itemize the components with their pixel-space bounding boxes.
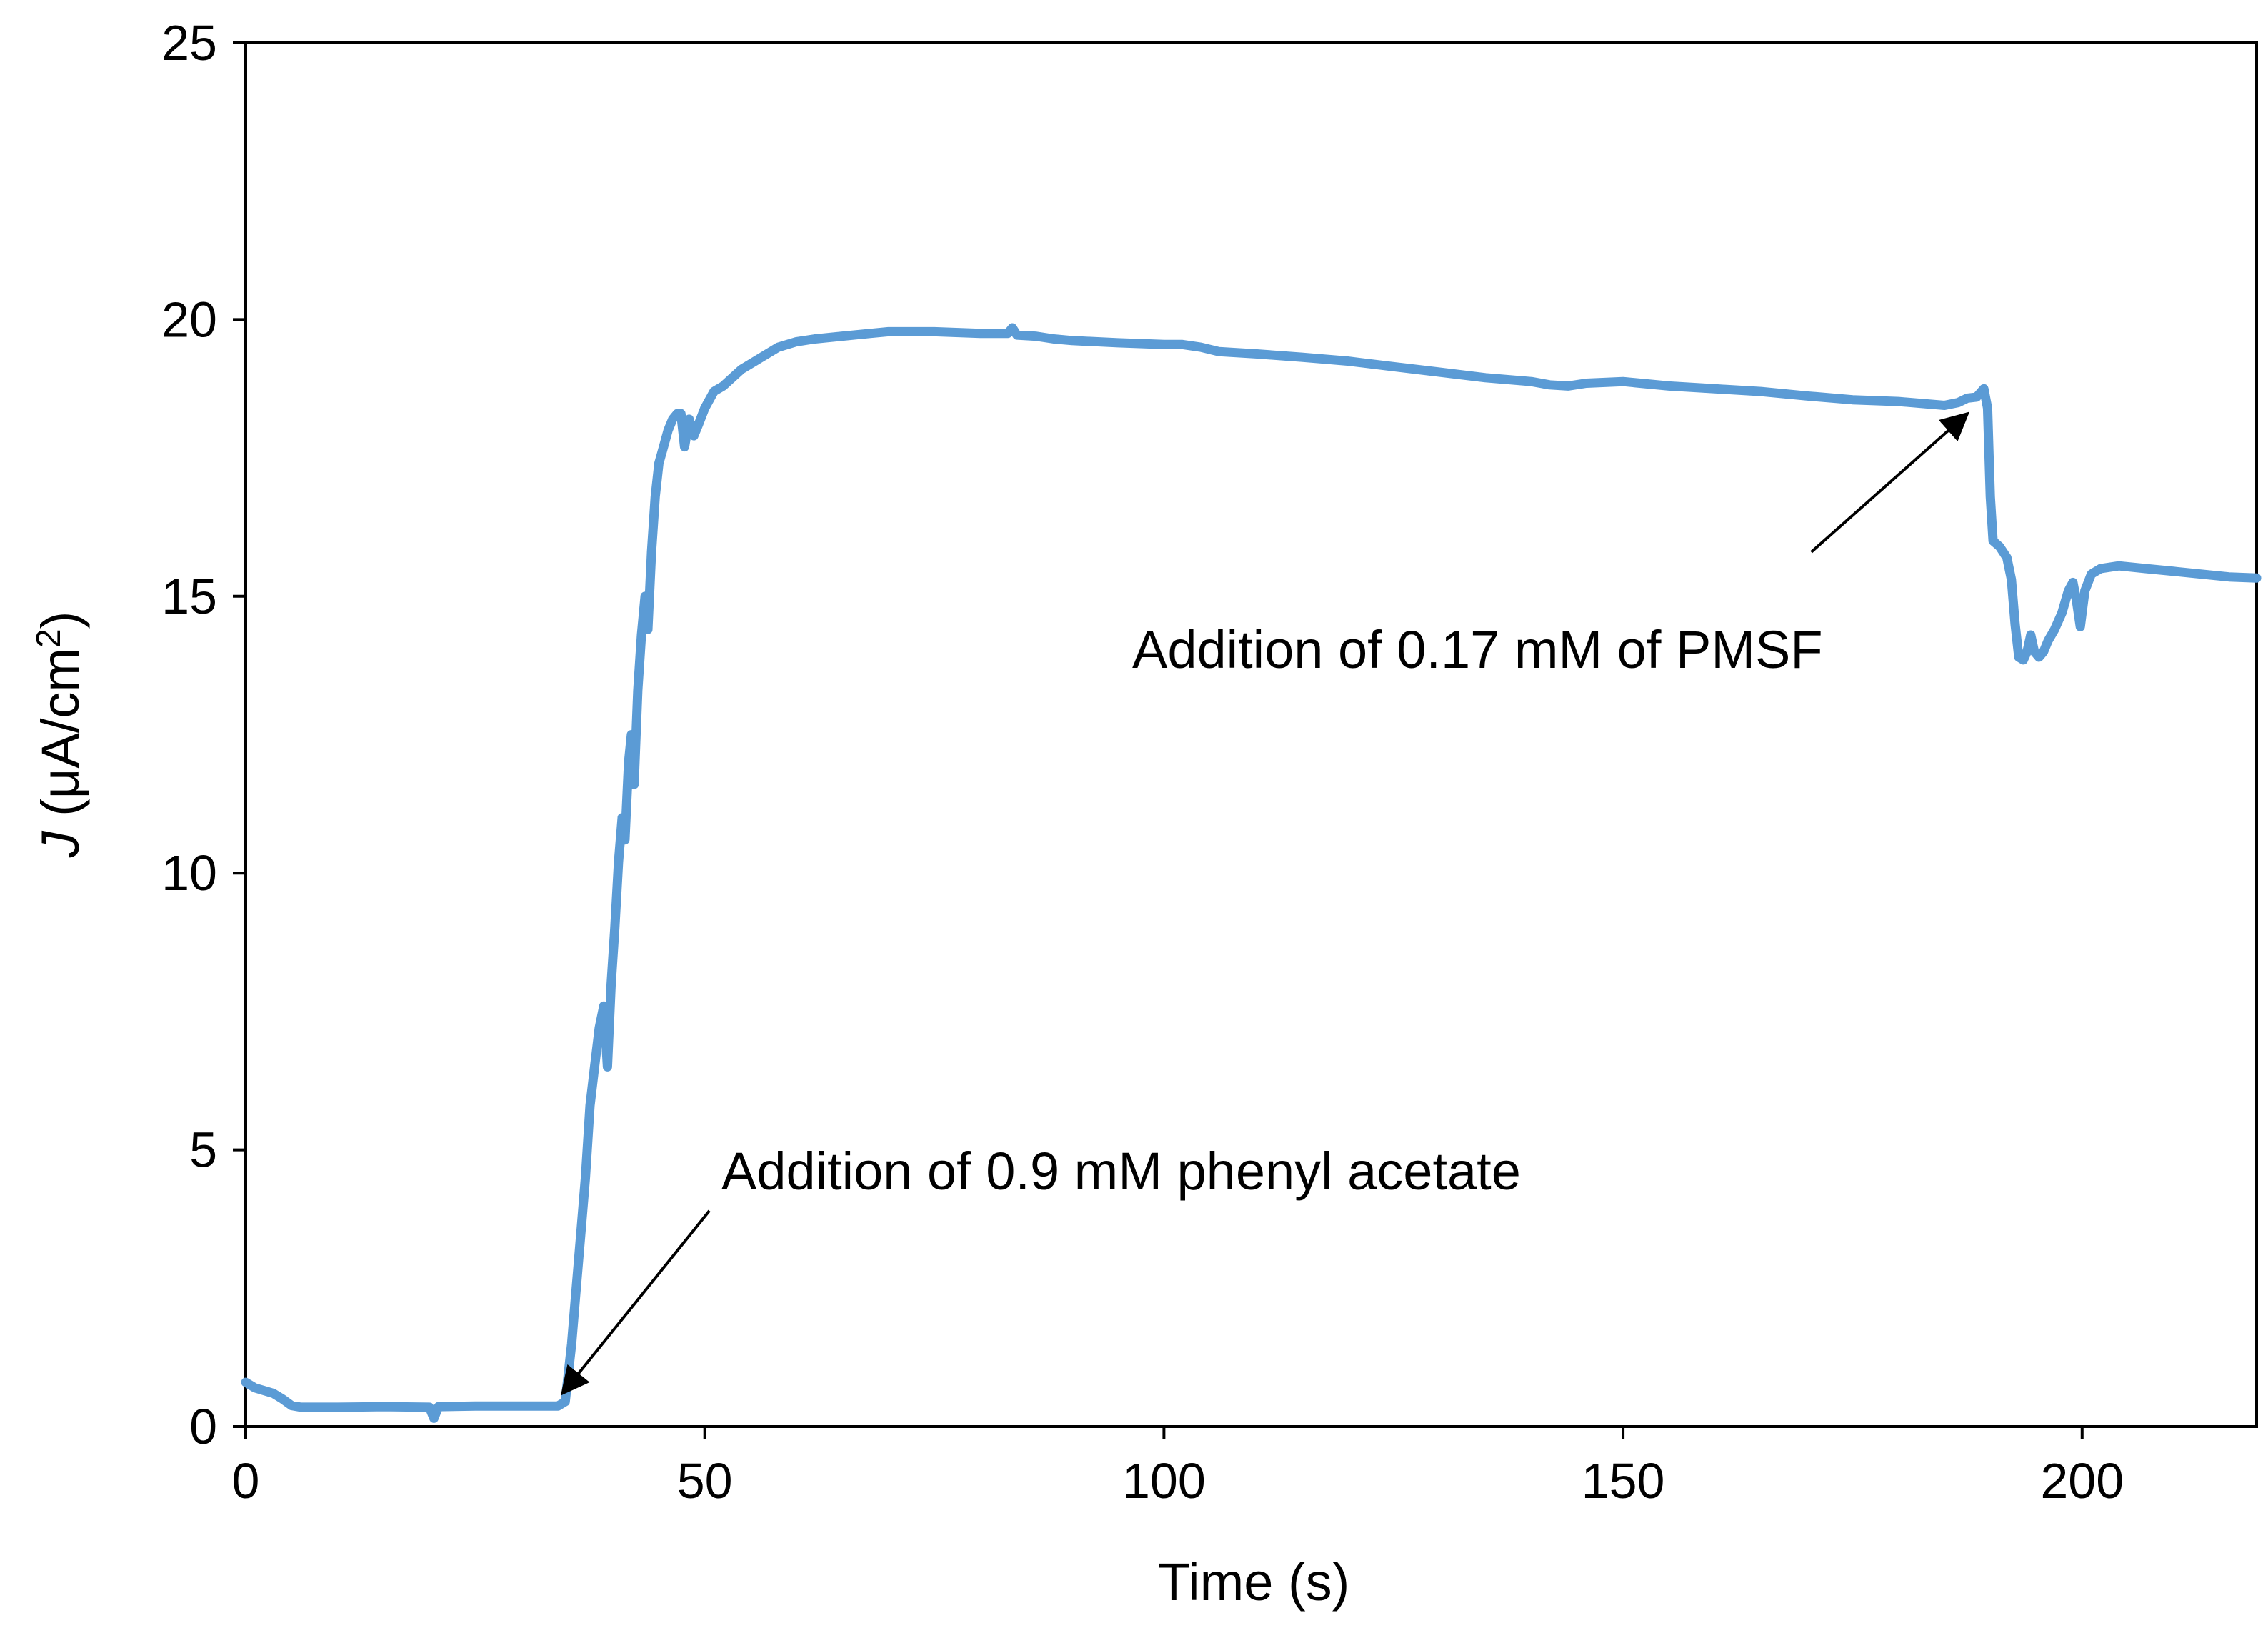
y-tick-label-5: 5 bbox=[189, 1122, 217, 1178]
x-tick-label-100: 100 bbox=[1122, 1453, 1206, 1509]
y-tick-label-20: 20 bbox=[161, 291, 217, 347]
y-axis-title: J (μA/cm2) bbox=[30, 611, 90, 859]
x-axis-ticks: 0 50 100 150 200 bbox=[232, 1427, 2124, 1509]
annotation-pmsf: Addition of 0.17 mM of PMSF bbox=[1132, 620, 1823, 679]
y-axis-ticks: 0 5 10 15 20 25 bbox=[161, 15, 246, 1454]
y-tick-label-0: 0 bbox=[189, 1399, 217, 1454]
x-tick-label-0: 0 bbox=[232, 1453, 260, 1509]
annotation-layer: Addition of 0.9 mM phenyl acetate Additi… bbox=[560, 411, 1970, 1396]
series-layer bbox=[241, 323, 2262, 1423]
y-axis-unit-close: ) bbox=[31, 611, 90, 629]
y-tick-label-15: 15 bbox=[161, 569, 217, 624]
y-axis-symbol: J bbox=[31, 830, 90, 858]
x-axis-title: Time (s) bbox=[1158, 1552, 1350, 1612]
plot-area bbox=[244, 41, 2258, 1428]
annotation-arrow-phenyl-acetate bbox=[560, 1209, 711, 1396]
y-tick-label-25: 25 bbox=[161, 15, 217, 71]
annotation-arrow-pmsf bbox=[1810, 411, 1970, 554]
series-line-0 bbox=[241, 323, 2262, 1423]
annotation-phenyl-acetate: Addition of 0.9 mM phenyl acetate bbox=[721, 1142, 1521, 1201]
y-axis-unit-superscript: 2 bbox=[30, 629, 68, 648]
y-axis-unit: (μA/cm bbox=[31, 648, 90, 831]
y-tick-label-10: 10 bbox=[161, 845, 217, 901]
x-tick-label-200: 200 bbox=[2040, 1453, 2124, 1509]
x-tick-label-150: 150 bbox=[1582, 1453, 1665, 1509]
x-tick-label-50: 50 bbox=[677, 1453, 733, 1509]
